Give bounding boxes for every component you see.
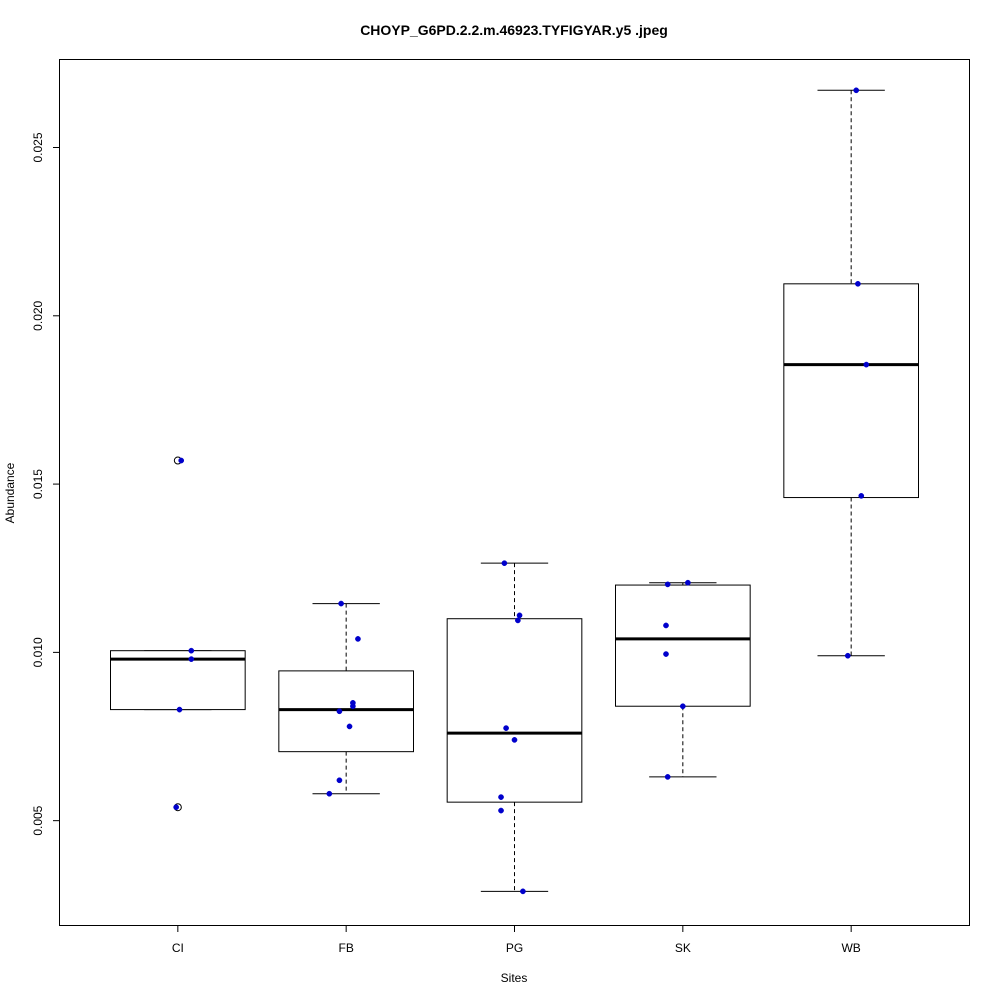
data-point-wb-31 xyxy=(858,493,865,499)
data-point-ci-2 xyxy=(188,647,195,654)
box-pg xyxy=(446,562,583,892)
box-wb xyxy=(783,89,919,657)
iqr-box-pg xyxy=(446,618,583,803)
data-point-wb-29 xyxy=(855,280,861,287)
y-tick-label-1: 0.005 xyxy=(31,805,45,835)
data-point-fb-6 xyxy=(338,600,344,607)
data-point-ci-5 xyxy=(173,804,179,811)
data-point-pg-14 xyxy=(501,560,508,567)
y-tick-label-2: 0.010 xyxy=(31,637,45,667)
data-point-pg-20 xyxy=(498,807,504,814)
data-point-pg-16 xyxy=(515,617,521,624)
x-tick-label-fb: FB xyxy=(338,941,353,955)
data-point-ci-1 xyxy=(178,457,185,464)
data-point-fb-9 xyxy=(350,703,356,710)
data-point-fb-13 xyxy=(326,790,333,797)
points-layer xyxy=(173,87,870,895)
iqr-box-fb xyxy=(278,670,415,753)
data-point-fb-12 xyxy=(336,777,343,784)
data-point-pg-15 xyxy=(516,612,523,619)
box-ci xyxy=(110,456,246,812)
box-fb xyxy=(278,603,415,795)
chart-title: CHOYP_G6PD.2.2.m.46923.TYFIGYAR.y5 .jpeg xyxy=(360,22,668,38)
data-point-wb-32 xyxy=(844,652,851,659)
data-point-pg-19 xyxy=(498,794,504,800)
data-point-sk-23 xyxy=(664,581,671,588)
data-point-pg-17 xyxy=(503,725,509,731)
data-point-wb-30 xyxy=(863,361,870,368)
data-point-sk-24 xyxy=(663,622,669,629)
data-point-ci-3 xyxy=(188,656,195,662)
data-point-fb-7 xyxy=(355,636,361,642)
y-tick-label-3: 0.015 xyxy=(31,469,45,499)
x-tick-label-wb: WB xyxy=(841,941,860,955)
data-point-sk-26 xyxy=(679,703,686,710)
y-axis: 0.005 0.010 0.015 0.020 0.025 xyxy=(31,132,60,836)
iqr-box-sk xyxy=(615,584,751,707)
boxes-layer xyxy=(110,89,919,892)
x-tick-label-ci: CI xyxy=(172,941,184,955)
iqr-box-wb xyxy=(783,283,919,499)
y-axis-label: Abundance xyxy=(3,462,17,523)
y-tick-label-5: 0.025 xyxy=(31,132,45,162)
x-axis-label: Sites xyxy=(501,971,528,985)
data-point-pg-18 xyxy=(511,737,518,743)
data-point-pg-21 xyxy=(520,888,526,895)
data-point-sk-25 xyxy=(663,651,669,657)
x-axis: CI FB PG SK WB xyxy=(172,925,861,955)
data-point-sk-27 xyxy=(664,774,671,780)
data-point-sk-22 xyxy=(685,579,691,586)
data-point-ci-4 xyxy=(176,706,183,713)
data-point-wb-28 xyxy=(853,87,860,94)
x-tick-label-sk: SK xyxy=(675,941,691,955)
x-tick-label-pg: PG xyxy=(506,941,523,955)
box-sk xyxy=(615,582,751,778)
y-tick-label-4: 0.020 xyxy=(31,300,45,330)
data-point-fb-11 xyxy=(346,723,353,730)
data-point-fb-10 xyxy=(336,708,343,715)
